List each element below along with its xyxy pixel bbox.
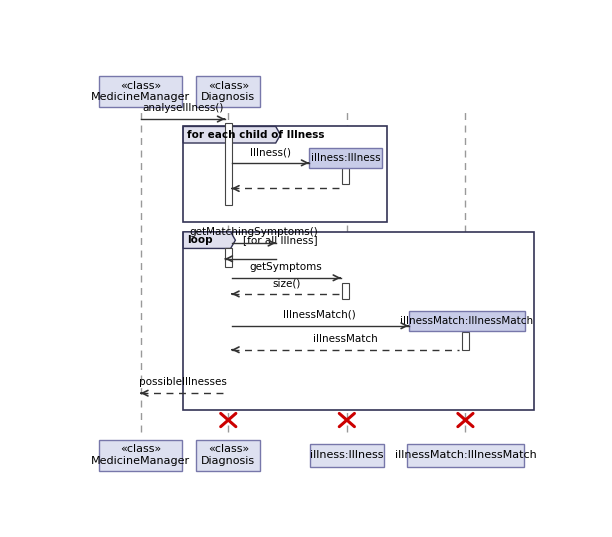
Text: for each child of Illness: for each child of Illness <box>187 130 324 140</box>
Text: analyseIllness(): analyseIllness() <box>142 103 223 113</box>
Text: possibleIllnesses: possibleIllnesses <box>139 378 226 387</box>
Bar <box>225 248 231 267</box>
Bar <box>409 311 524 331</box>
Bar <box>196 76 260 107</box>
Text: «class»
Diagnosis: «class» Diagnosis <box>201 81 255 102</box>
Polygon shape <box>183 127 280 143</box>
Text: illness:Illness: illness:Illness <box>311 153 381 163</box>
Polygon shape <box>183 232 236 249</box>
Bar <box>183 232 534 410</box>
Text: Illness(): Illness() <box>250 147 291 157</box>
Bar <box>99 440 182 471</box>
Text: «class»
MedicineManager: «class» MedicineManager <box>91 445 190 466</box>
Text: [for all Illness]: [for all Illness] <box>242 235 317 245</box>
Bar <box>99 76 182 107</box>
Bar <box>225 123 231 205</box>
Bar <box>342 283 348 299</box>
Text: illness:Illness: illness:Illness <box>310 450 384 460</box>
Bar <box>196 440 260 471</box>
Text: «class»
MedicineManager: «class» MedicineManager <box>91 81 190 102</box>
Bar <box>309 148 382 168</box>
Text: IllnessMatch(): IllnessMatch() <box>283 310 356 320</box>
Text: «class»
Diagnosis: «class» Diagnosis <box>201 445 255 466</box>
Bar <box>342 168 348 184</box>
Text: illnessMatch:IllnessMatch: illnessMatch:IllnessMatch <box>400 316 533 326</box>
Bar <box>310 444 384 467</box>
Text: loop: loop <box>187 235 212 245</box>
Text: getSymptoms: getSymptoms <box>250 262 323 272</box>
Bar <box>408 444 523 467</box>
Text: illnessMatch: illnessMatch <box>313 334 378 344</box>
Text: size(): size() <box>272 278 300 288</box>
Bar <box>183 126 387 222</box>
Text: illnessMatch:IllnessMatch: illnessMatch:IllnessMatch <box>395 450 536 460</box>
Bar <box>462 332 469 350</box>
Text: getMatchingSymptoms(): getMatchingSymptoms() <box>190 227 318 237</box>
